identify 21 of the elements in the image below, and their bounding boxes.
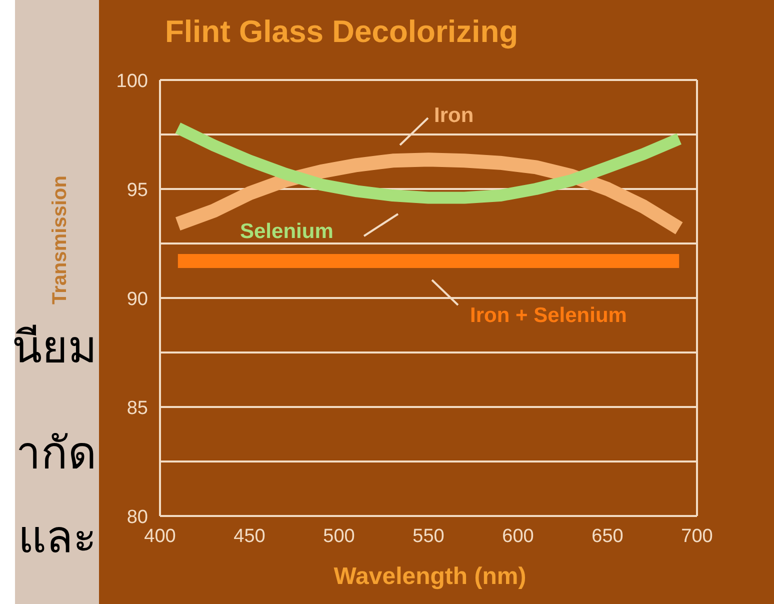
- text: Iron + Selenium: [470, 304, 627, 327]
- y-axis-title: Transmission: [49, 176, 71, 304]
- x-tick-label: 400: [144, 526, 176, 547]
- text: ากัด: [16, 429, 97, 478]
- y-tick-label: 90: [126, 289, 148, 310]
- x-tick-label: 700: [681, 526, 713, 547]
- y-tick-label: 85: [126, 398, 148, 419]
- y-tick-label: 80: [126, 507, 148, 528]
- series-label: Selenium: [240, 220, 334, 243]
- chart-title: Flint Glass Decolorizing: [165, 14, 518, 49]
- text: และ: [18, 513, 97, 562]
- x-tick-label: 650: [592, 526, 624, 547]
- x-axis-title: Wavelength (nm): [334, 563, 526, 590]
- x-tick-label: 500: [323, 526, 355, 547]
- x-tick-label: 600: [502, 526, 534, 547]
- y-tick-label: 95: [126, 180, 148, 201]
- text: นียม: [12, 323, 97, 372]
- y-tick-label: 100: [116, 71, 148, 92]
- x-tick-label: 450: [234, 526, 266, 547]
- series-label: Iron: [434, 104, 474, 127]
- x-tick-label: 550: [412, 526, 444, 547]
